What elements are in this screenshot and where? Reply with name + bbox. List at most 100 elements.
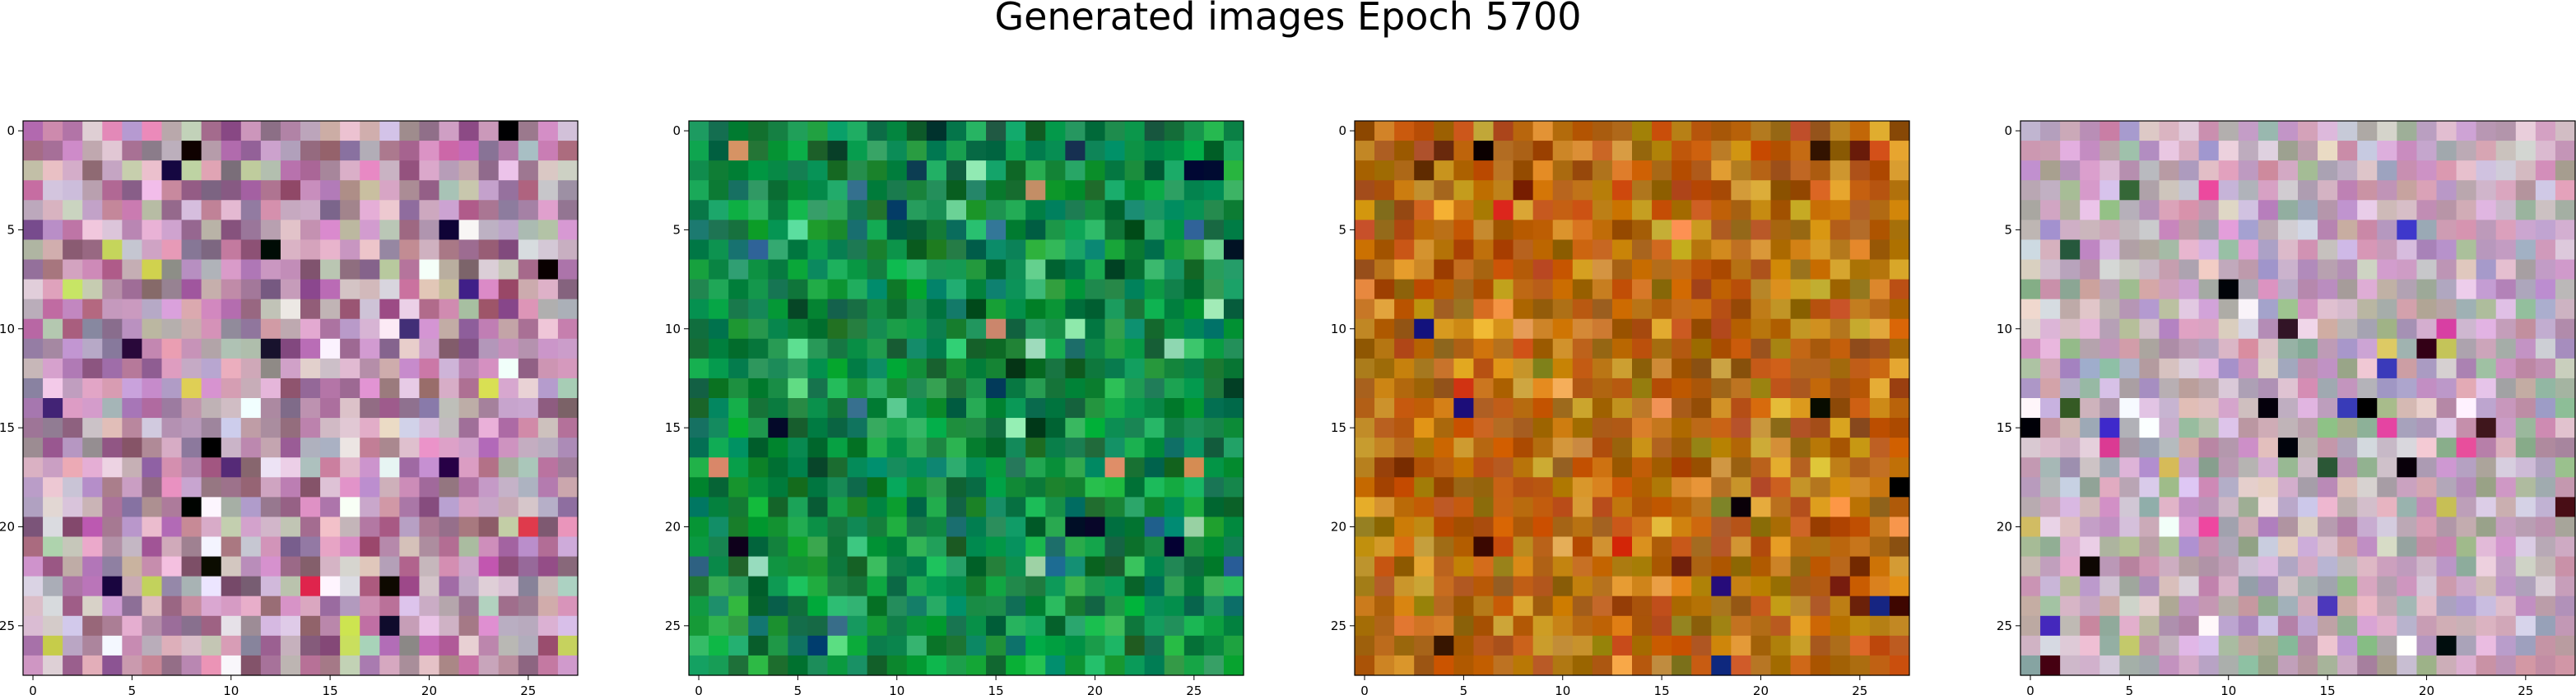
pixel-cell bbox=[142, 477, 163, 498]
pixel-cell bbox=[2555, 576, 2576, 597]
pixel-cell bbox=[2377, 220, 2397, 241]
pixel-cell bbox=[1532, 398, 1554, 419]
pixel-cell bbox=[768, 299, 788, 320]
pixel-cell bbox=[1045, 615, 1066, 637]
pixel-cell bbox=[161, 655, 183, 676]
pixel-cell bbox=[2159, 457, 2180, 478]
pixel-cell bbox=[1810, 517, 1831, 538]
pixel-cell bbox=[518, 121, 539, 141]
pixel-cell bbox=[867, 497, 888, 518]
pixel-cell bbox=[827, 497, 849, 518]
pixel-cell bbox=[2159, 200, 2180, 220]
pixel-cell bbox=[1473, 418, 1495, 438]
pixel-cell bbox=[1493, 160, 1514, 181]
pixel-cell bbox=[926, 239, 947, 261]
pixel-cell bbox=[181, 141, 202, 161]
pixel-cell bbox=[2416, 497, 2438, 518]
pixel-cell bbox=[2337, 655, 2358, 676]
pixel-cell bbox=[1203, 299, 1225, 320]
pixel-cell bbox=[2020, 239, 2041, 261]
pixel-cell bbox=[1691, 457, 1712, 478]
pixel-cell bbox=[2298, 635, 2318, 656]
pixel-cell bbox=[478, 635, 500, 656]
pixel-cell bbox=[201, 576, 222, 597]
pixel-cell bbox=[1124, 220, 1146, 241]
pixel-cell bbox=[1592, 378, 1613, 399]
pixel-cell bbox=[23, 556, 44, 577]
pixel-cell bbox=[340, 556, 360, 577]
pixel-cell bbox=[748, 160, 769, 181]
pixel-cell bbox=[221, 160, 242, 181]
pixel-cell bbox=[2159, 239, 2180, 261]
pixel-cell bbox=[1869, 358, 1890, 379]
pixel-cell bbox=[201, 438, 222, 458]
pixel-cell bbox=[1532, 180, 1554, 201]
pixel-cell bbox=[1374, 536, 1395, 558]
pixel-cell bbox=[439, 160, 460, 181]
pixel-cell bbox=[2318, 536, 2338, 558]
pixel-cell bbox=[1652, 615, 1672, 637]
pixel-cell bbox=[2377, 121, 2397, 141]
pixel-cell bbox=[1691, 418, 1712, 438]
pixel-cell bbox=[768, 517, 788, 538]
pixel-cell bbox=[181, 279, 202, 300]
pixel-cell bbox=[2495, 655, 2517, 676]
pixel-cell bbox=[2436, 378, 2457, 399]
pixel-cell bbox=[2298, 180, 2318, 201]
pixel-cell bbox=[1006, 160, 1026, 181]
pixel-cell bbox=[2337, 141, 2358, 161]
pixel-cell bbox=[788, 299, 809, 320]
pixel-cell bbox=[2040, 418, 2061, 438]
pixel-cell bbox=[1770, 536, 1792, 558]
pixel-cell bbox=[181, 438, 202, 458]
pixel-cell bbox=[1223, 279, 1244, 300]
pixel-cell bbox=[1532, 259, 1554, 280]
pixel-cell bbox=[1691, 200, 1712, 220]
pixel-cell bbox=[1770, 477, 1792, 498]
pixel-cell bbox=[1473, 635, 1495, 656]
pixel-cell bbox=[340, 477, 360, 498]
pixel-cell bbox=[201, 457, 222, 478]
pixel-cell bbox=[2495, 160, 2517, 181]
pixel-cell bbox=[1790, 141, 1811, 161]
pixel-cell bbox=[1711, 497, 1732, 518]
pixel-cell bbox=[320, 615, 341, 637]
pixel-cell bbox=[2099, 517, 2120, 538]
pixel-cell bbox=[1223, 358, 1244, 379]
pixel-cell bbox=[43, 615, 63, 637]
pixel-cell bbox=[1532, 536, 1554, 558]
pixel-cell bbox=[1085, 635, 1106, 656]
pixel-cell bbox=[2277, 438, 2299, 458]
pixel-cell bbox=[2159, 378, 2180, 399]
pixel-cell bbox=[518, 595, 539, 617]
pixel-cell bbox=[1849, 160, 1871, 181]
pixel-cell bbox=[1124, 615, 1146, 637]
pixel-cell bbox=[478, 259, 500, 280]
pixel-cell bbox=[1869, 438, 1890, 458]
pixel-cell bbox=[2277, 200, 2299, 220]
pixel-cell bbox=[2080, 239, 2100, 261]
pixel-cell bbox=[260, 220, 281, 241]
pixel-cell bbox=[1085, 121, 1106, 141]
pixel-cell bbox=[906, 239, 928, 261]
pixel-cell bbox=[2080, 200, 2100, 220]
pixel-cell bbox=[2377, 239, 2397, 261]
pixel-cell bbox=[1183, 536, 1205, 558]
pixel-cell bbox=[1552, 398, 1574, 419]
pixel-cell bbox=[122, 576, 143, 597]
pixel-cell bbox=[847, 141, 868, 161]
pixel-cell bbox=[63, 318, 83, 340]
pixel-cell bbox=[1552, 160, 1574, 181]
pixel-cell bbox=[1691, 438, 1712, 458]
pixel-cell bbox=[1513, 477, 1534, 498]
pixel-cell bbox=[1572, 378, 1593, 399]
pixel-cell bbox=[986, 457, 1007, 478]
pixel-cell bbox=[1869, 318, 1890, 340]
pixel-cell bbox=[2238, 655, 2259, 676]
pixel-cell bbox=[1355, 556, 1375, 577]
pixel-cell bbox=[788, 655, 809, 676]
pixel-cell bbox=[1869, 141, 1890, 161]
pixel-cell bbox=[2337, 121, 2358, 141]
pixel-cell bbox=[1144, 576, 1165, 597]
pixel-cell bbox=[2357, 398, 2378, 419]
